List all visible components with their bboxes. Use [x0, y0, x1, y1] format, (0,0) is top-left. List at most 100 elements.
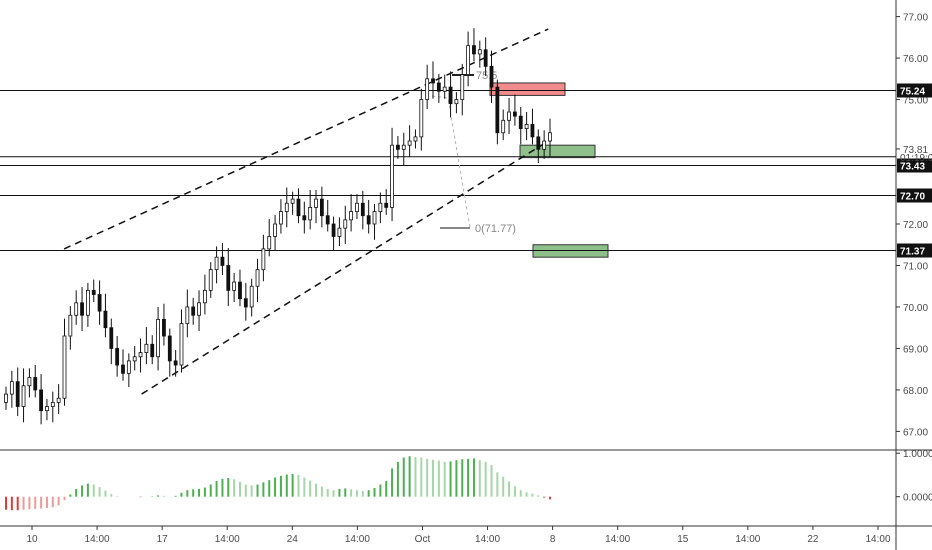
candle-body — [296, 198, 301, 217]
candle-body — [419, 99, 424, 138]
candle-body — [349, 211, 354, 221]
price-tick-label: 69.00 — [903, 344, 928, 355]
candle-body — [448, 86, 453, 105]
supply-zone — [489, 82, 566, 96]
candle-body — [477, 49, 482, 55]
candle-body — [518, 115, 523, 129]
candle-body — [489, 65, 494, 88]
price-tick-label: 77.00 — [903, 13, 928, 24]
candle-body — [68, 314, 73, 337]
oscillator-panel-bg — [0, 451, 896, 525]
time-tick-label: 14:00 — [605, 534, 630, 545]
time-tick-label: 14:00 — [475, 534, 500, 545]
candle-body — [156, 319, 160, 358]
candle-body — [208, 269, 213, 291]
time-tick-label: 14:00 — [85, 534, 110, 545]
candle-body — [284, 202, 289, 212]
price-tick-label: 67.00 — [903, 427, 928, 438]
time-tick-label: 10 — [26, 534, 38, 545]
candle-body — [501, 119, 506, 134]
candle-body — [267, 236, 272, 250]
candle-body — [536, 136, 541, 150]
time-tick-label: 14:00 — [735, 534, 760, 545]
candle-body — [255, 269, 260, 287]
candle-body — [261, 248, 266, 271]
candle-body — [507, 111, 511, 121]
price-tick-label: 76.00 — [903, 54, 928, 65]
candle-body — [530, 124, 535, 138]
candle-body — [91, 289, 96, 295]
candle-body — [191, 306, 196, 316]
candle-body — [74, 302, 79, 316]
candle-body — [27, 377, 32, 387]
candle-body — [214, 256, 219, 271]
fib-label-bottom: 0(71.77) — [475, 223, 516, 235]
candle-body — [56, 397, 61, 403]
candle-body — [50, 401, 55, 407]
candle-body — [126, 360, 131, 374]
candle-body — [325, 215, 330, 225]
level-flag — [897, 158, 932, 173]
candle-body — [185, 306, 190, 324]
price-tick-label: 73.81 — [903, 145, 928, 156]
candle-body — [109, 327, 114, 349]
candle-body — [302, 215, 307, 221]
candle-body — [33, 377, 38, 391]
candle-body — [45, 406, 49, 412]
candle-body — [279, 211, 283, 225]
candle-body — [226, 265, 231, 291]
candle-body — [431, 78, 435, 84]
time-tick-label: 14:00 — [215, 534, 240, 545]
candle-body — [436, 82, 441, 92]
candle-body — [454, 99, 459, 105]
candle-body — [243, 298, 248, 308]
candle-body — [524, 124, 529, 129]
candle-body — [85, 289, 90, 316]
candle-body — [62, 335, 67, 399]
candle-body — [396, 144, 400, 150]
oscillator-layer — [5, 456, 551, 511]
level-flag — [897, 188, 932, 203]
candle-body — [232, 281, 237, 291]
candle-body — [460, 74, 465, 100]
time-tick-label: 14:00 — [865, 534, 890, 545]
candle-body — [15, 381, 20, 407]
candle-body — [21, 385, 26, 407]
oscillator-axis[interactable]: 1.0000 0.0000 — [896, 449, 932, 504]
candle-body — [495, 86, 500, 134]
main-panel-bg — [0, 0, 896, 448]
candle-body — [483, 49, 488, 67]
countdown-label: 01:19:09 — [900, 153, 932, 164]
candle-body — [425, 78, 430, 100]
candle-body — [466, 45, 471, 76]
candle-body — [319, 198, 324, 217]
candle-body — [542, 140, 547, 150]
price-tick-label: 75.00 — [903, 96, 928, 107]
time-tick-label: 22 — [807, 534, 819, 545]
time-tick-label: 14:00 — [345, 534, 370, 545]
candle-body — [173, 360, 178, 366]
candle-body — [407, 140, 412, 146]
candle-body — [179, 323, 184, 366]
candle-body — [132, 356, 137, 362]
candle-body — [138, 352, 143, 358]
time-axis[interactable]: 10 14:00 17 14:00 24 14:00 Oct 14:00 8 14:00 15 14:… — [26, 526, 891, 545]
candle-body — [472, 45, 476, 55]
candle-body — [150, 343, 155, 358]
candle-body — [390, 144, 394, 208]
candle-body — [343, 219, 348, 229]
candle-body — [308, 207, 313, 221]
candle-body — [548, 132, 552, 142]
price-flags-layer: 75.24 73.43 72.70 71.37 01:19:09 — [897, 83, 932, 258]
osc-tick-label: 1.0000 — [903, 449, 932, 460]
candle-body — [121, 364, 125, 374]
candle-body — [249, 285, 254, 308]
price-tick-label: 70.00 — [903, 303, 928, 314]
levels-layer — [0, 90, 896, 251]
candle-body — [202, 289, 207, 304]
candle-body — [4, 393, 8, 403]
candle-body — [103, 310, 108, 329]
candle-body — [220, 256, 225, 266]
price-axis[interactable]: 77.00 76.00 75.00 73.81 72.00 71.00 70.00 69.00… — [896, 13, 928, 439]
